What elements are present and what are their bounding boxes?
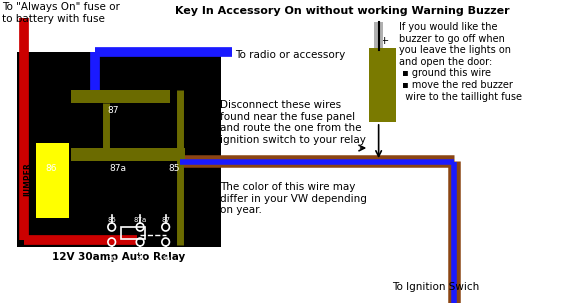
Text: 86: 86 [46, 164, 57, 173]
Text: 86: 86 [136, 256, 145, 262]
Text: 85: 85 [168, 164, 180, 173]
Bar [17, 52, 220, 247]
Text: To "Always On" fuse or
to battery with fuse: To "Always On" fuse or to battery with f… [2, 2, 120, 24]
Text: 87: 87 [108, 106, 119, 115]
Bar [36, 143, 69, 218]
Text: To Ignition Swich: To Ignition Swich [392, 282, 479, 292]
Bar [374, 22, 383, 50]
Text: +: + [380, 36, 389, 46]
Text: 87a: 87a [110, 164, 127, 173]
Text: 85: 85 [107, 217, 116, 223]
Text: JUMPER: JUMPER [24, 163, 33, 197]
Text: To radio or accessory: To radio or accessory [235, 50, 345, 60]
Text: The color of this wire may
differ in your VW depending
on year.: The color of this wire may differ in you… [220, 182, 366, 215]
Text: 87: 87 [161, 217, 170, 223]
Bar [369, 48, 396, 122]
Text: 12V 30amp Auto Relay: 12V 30amp Auto Relay [52, 252, 185, 262]
Bar [121, 227, 145, 239]
Text: 30: 30 [161, 256, 170, 262]
Text: Key In Accessory On without working Warning Buzzer: Key In Accessory On without working Warn… [175, 6, 509, 16]
Bar [71, 90, 170, 103]
Text: Disconnect these wires
found near the fuse panel
and route the one from the
igni: Disconnect these wires found near the fu… [220, 100, 365, 145]
Text: 87a: 87a [133, 217, 147, 223]
Bar [71, 148, 185, 161]
Text: If you would like the
buzzer to go off when
you leave the lights on
and open the: If you would like the buzzer to go off w… [399, 22, 522, 102]
Text: 30: 30 [107, 256, 116, 262]
